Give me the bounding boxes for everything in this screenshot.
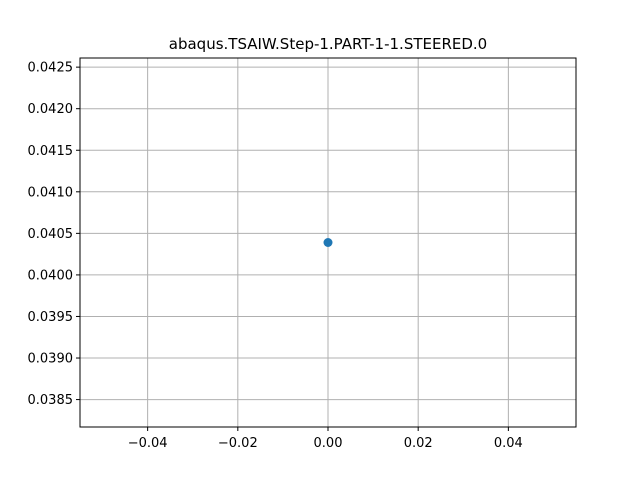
y-tick-label: 0.0410	[28, 185, 74, 200]
y-tick-label: 0.0385	[28, 393, 74, 408]
y-tick-label: 0.0415	[28, 144, 74, 159]
data-points	[323, 238, 333, 247]
y-tick-label: 0.0395	[28, 310, 74, 325]
x-tick-label: −0.04	[128, 436, 168, 451]
grid	[80, 58, 576, 427]
data-point	[323, 238, 333, 247]
y-tick-label: 0.0400	[28, 268, 74, 283]
x-tick-label: 0.02	[404, 436, 433, 451]
y-tick-label: 0.0420	[28, 102, 74, 117]
plot-area-frame	[79, 57, 577, 428]
x-tick-label: 0.00	[314, 436, 343, 451]
x-tick-label: 0.04	[494, 436, 523, 451]
chart-title: abaqus.TSAIW.Step-1.PART-1-1.STEERED.0	[169, 35, 487, 53]
y-tick-label: 0.0390	[28, 352, 74, 367]
y-tick-label: 0.0425	[28, 61, 74, 76]
y-tick-label: 0.0405	[28, 227, 74, 242]
x-tick-label: −0.02	[218, 436, 258, 451]
axis-ticks: −0.04 −0.02 0.00 0.02 0.04 0.0385 0.0390 0.0395…	[28, 61, 523, 451]
